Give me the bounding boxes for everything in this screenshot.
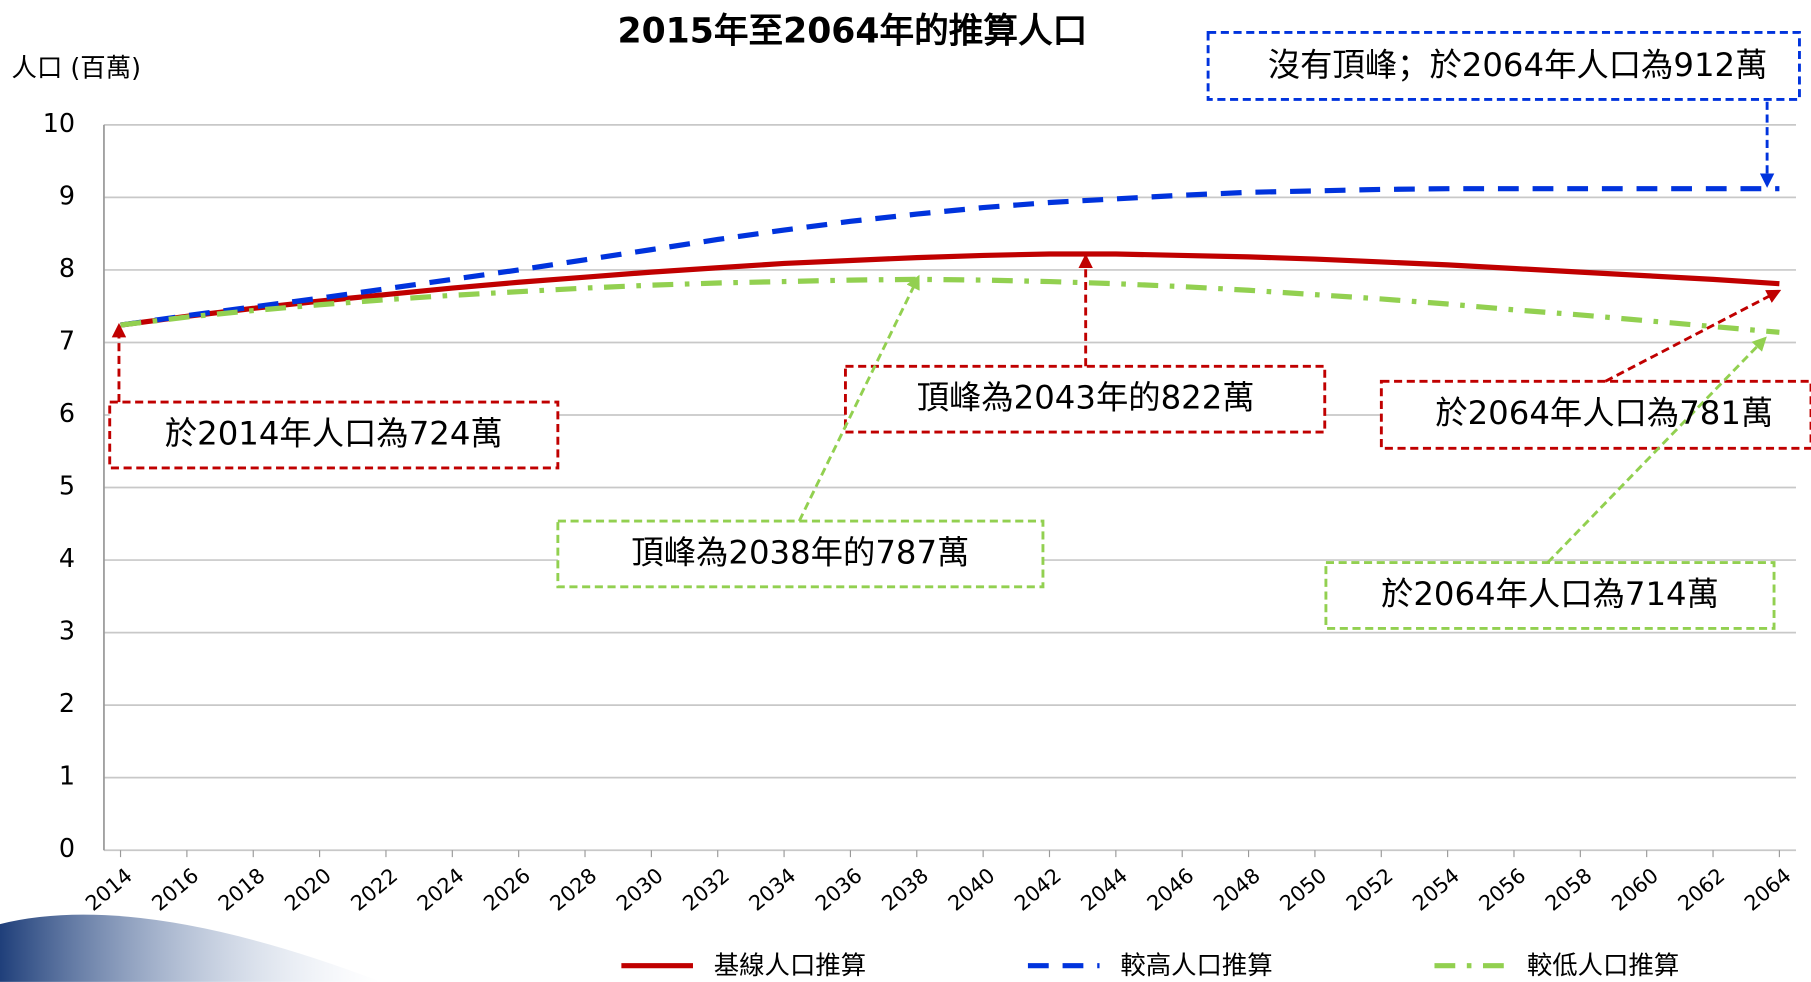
x-tick-label: 2054 <box>1408 863 1464 915</box>
x-tick-label: 2014 <box>81 863 137 915</box>
x-tick-label: 2016 <box>147 863 203 915</box>
y-tick-label: 10 <box>43 108 75 138</box>
x-tick-label: 2024 <box>413 863 469 915</box>
y-tick-label: 4 <box>59 543 75 573</box>
annotation: 於2064年人口為714萬 <box>1381 575 1719 613</box>
y-tick-label: 5 <box>59 471 75 501</box>
x-tick-label: 2026 <box>479 863 535 915</box>
chart-title: 2015年至2064年的推算人口 <box>617 11 1087 51</box>
y-axis-label: 人口 (百萬) <box>12 52 141 82</box>
y-tick-label: 8 <box>59 253 75 283</box>
x-tick-label: 2020 <box>280 863 336 915</box>
annotation: 頂峰為2043年的822萬 <box>917 379 1255 417</box>
annotation-box <box>1379 379 1811 450</box>
x-tick-label: 2036 <box>811 863 867 915</box>
annotation-box <box>108 400 560 470</box>
x-tick-label: 2046 <box>1143 863 1199 915</box>
x-tick-label: 2050 <box>1275 863 1331 915</box>
arrow <box>797 274 920 522</box>
x-tick-label: 2058 <box>1541 863 1597 915</box>
x-tick-label: 2030 <box>612 863 668 915</box>
x-tick-label: 2042 <box>1010 863 1066 915</box>
legend-label: 較低人口推算 <box>1527 950 1679 980</box>
y-tick-label: 1 <box>59 761 75 791</box>
legend-label: 較高人口推算 <box>1120 950 1272 980</box>
x-tick-label: 2056 <box>1474 863 1530 915</box>
arrow <box>1546 336 1767 564</box>
x-tick-label: 2018 <box>214 863 270 915</box>
annotation: 於2014年人口為724萬 <box>165 415 503 453</box>
x-tick-label: 2040 <box>944 863 1000 915</box>
annotation: 頂峰為2038年的787萬 <box>631 534 969 572</box>
annotation-box <box>1324 561 1776 630</box>
x-tick-label: 2048 <box>1209 863 1265 915</box>
x-tick-label: 2028 <box>545 863 601 915</box>
y-tick-label: 6 <box>59 398 75 428</box>
annotation: 沒有頂峰；於2064年人口為912萬 <box>1268 46 1768 84</box>
x-tick-label: 2062 <box>1673 863 1729 915</box>
x-tick-label: 2052 <box>1342 863 1398 915</box>
x-tick-label: 2038 <box>877 863 933 915</box>
y-tick-label: 3 <box>59 616 75 646</box>
arrow <box>1604 289 1782 383</box>
x-tick-label: 2032 <box>678 863 734 915</box>
y-tick-label: 9 <box>59 180 75 210</box>
y-tick-label: 2 <box>59 688 75 718</box>
annotation-box <box>556 519 1045 589</box>
annotation-box <box>843 364 1327 434</box>
annotations: 沒有頂峰；於2064年人口為912萬 於2014年人口為724萬 頂峰為2043… <box>108 31 1811 630</box>
annotation: 於2064年人口為781萬 <box>1435 394 1773 432</box>
y-tick-label: 7 <box>59 325 75 355</box>
legend-label: 基線人口推算 <box>714 950 866 980</box>
x-tick-label: 2044 <box>1076 863 1132 915</box>
line <box>120 251 1780 328</box>
annotation-box <box>1206 31 1801 101</box>
line <box>120 186 1780 328</box>
plot: 0 1 2 3 4 5 6 7 8 9 10 2014 2016 2018 2020 2022 2024 2026… <box>43 108 1796 916</box>
line <box>120 276 1780 335</box>
x-tick-label: 2022 <box>346 863 402 915</box>
x-tick-label: 2064 <box>1740 863 1796 915</box>
y-tick-label: 0 <box>59 833 75 863</box>
x-tick-label: 2060 <box>1607 863 1663 915</box>
legend: 基線人口推算 較高人口推算 較低人口推算 <box>621 950 1679 980</box>
decoration <box>0 914 382 982</box>
x-tick-label: 2034 <box>744 863 800 915</box>
